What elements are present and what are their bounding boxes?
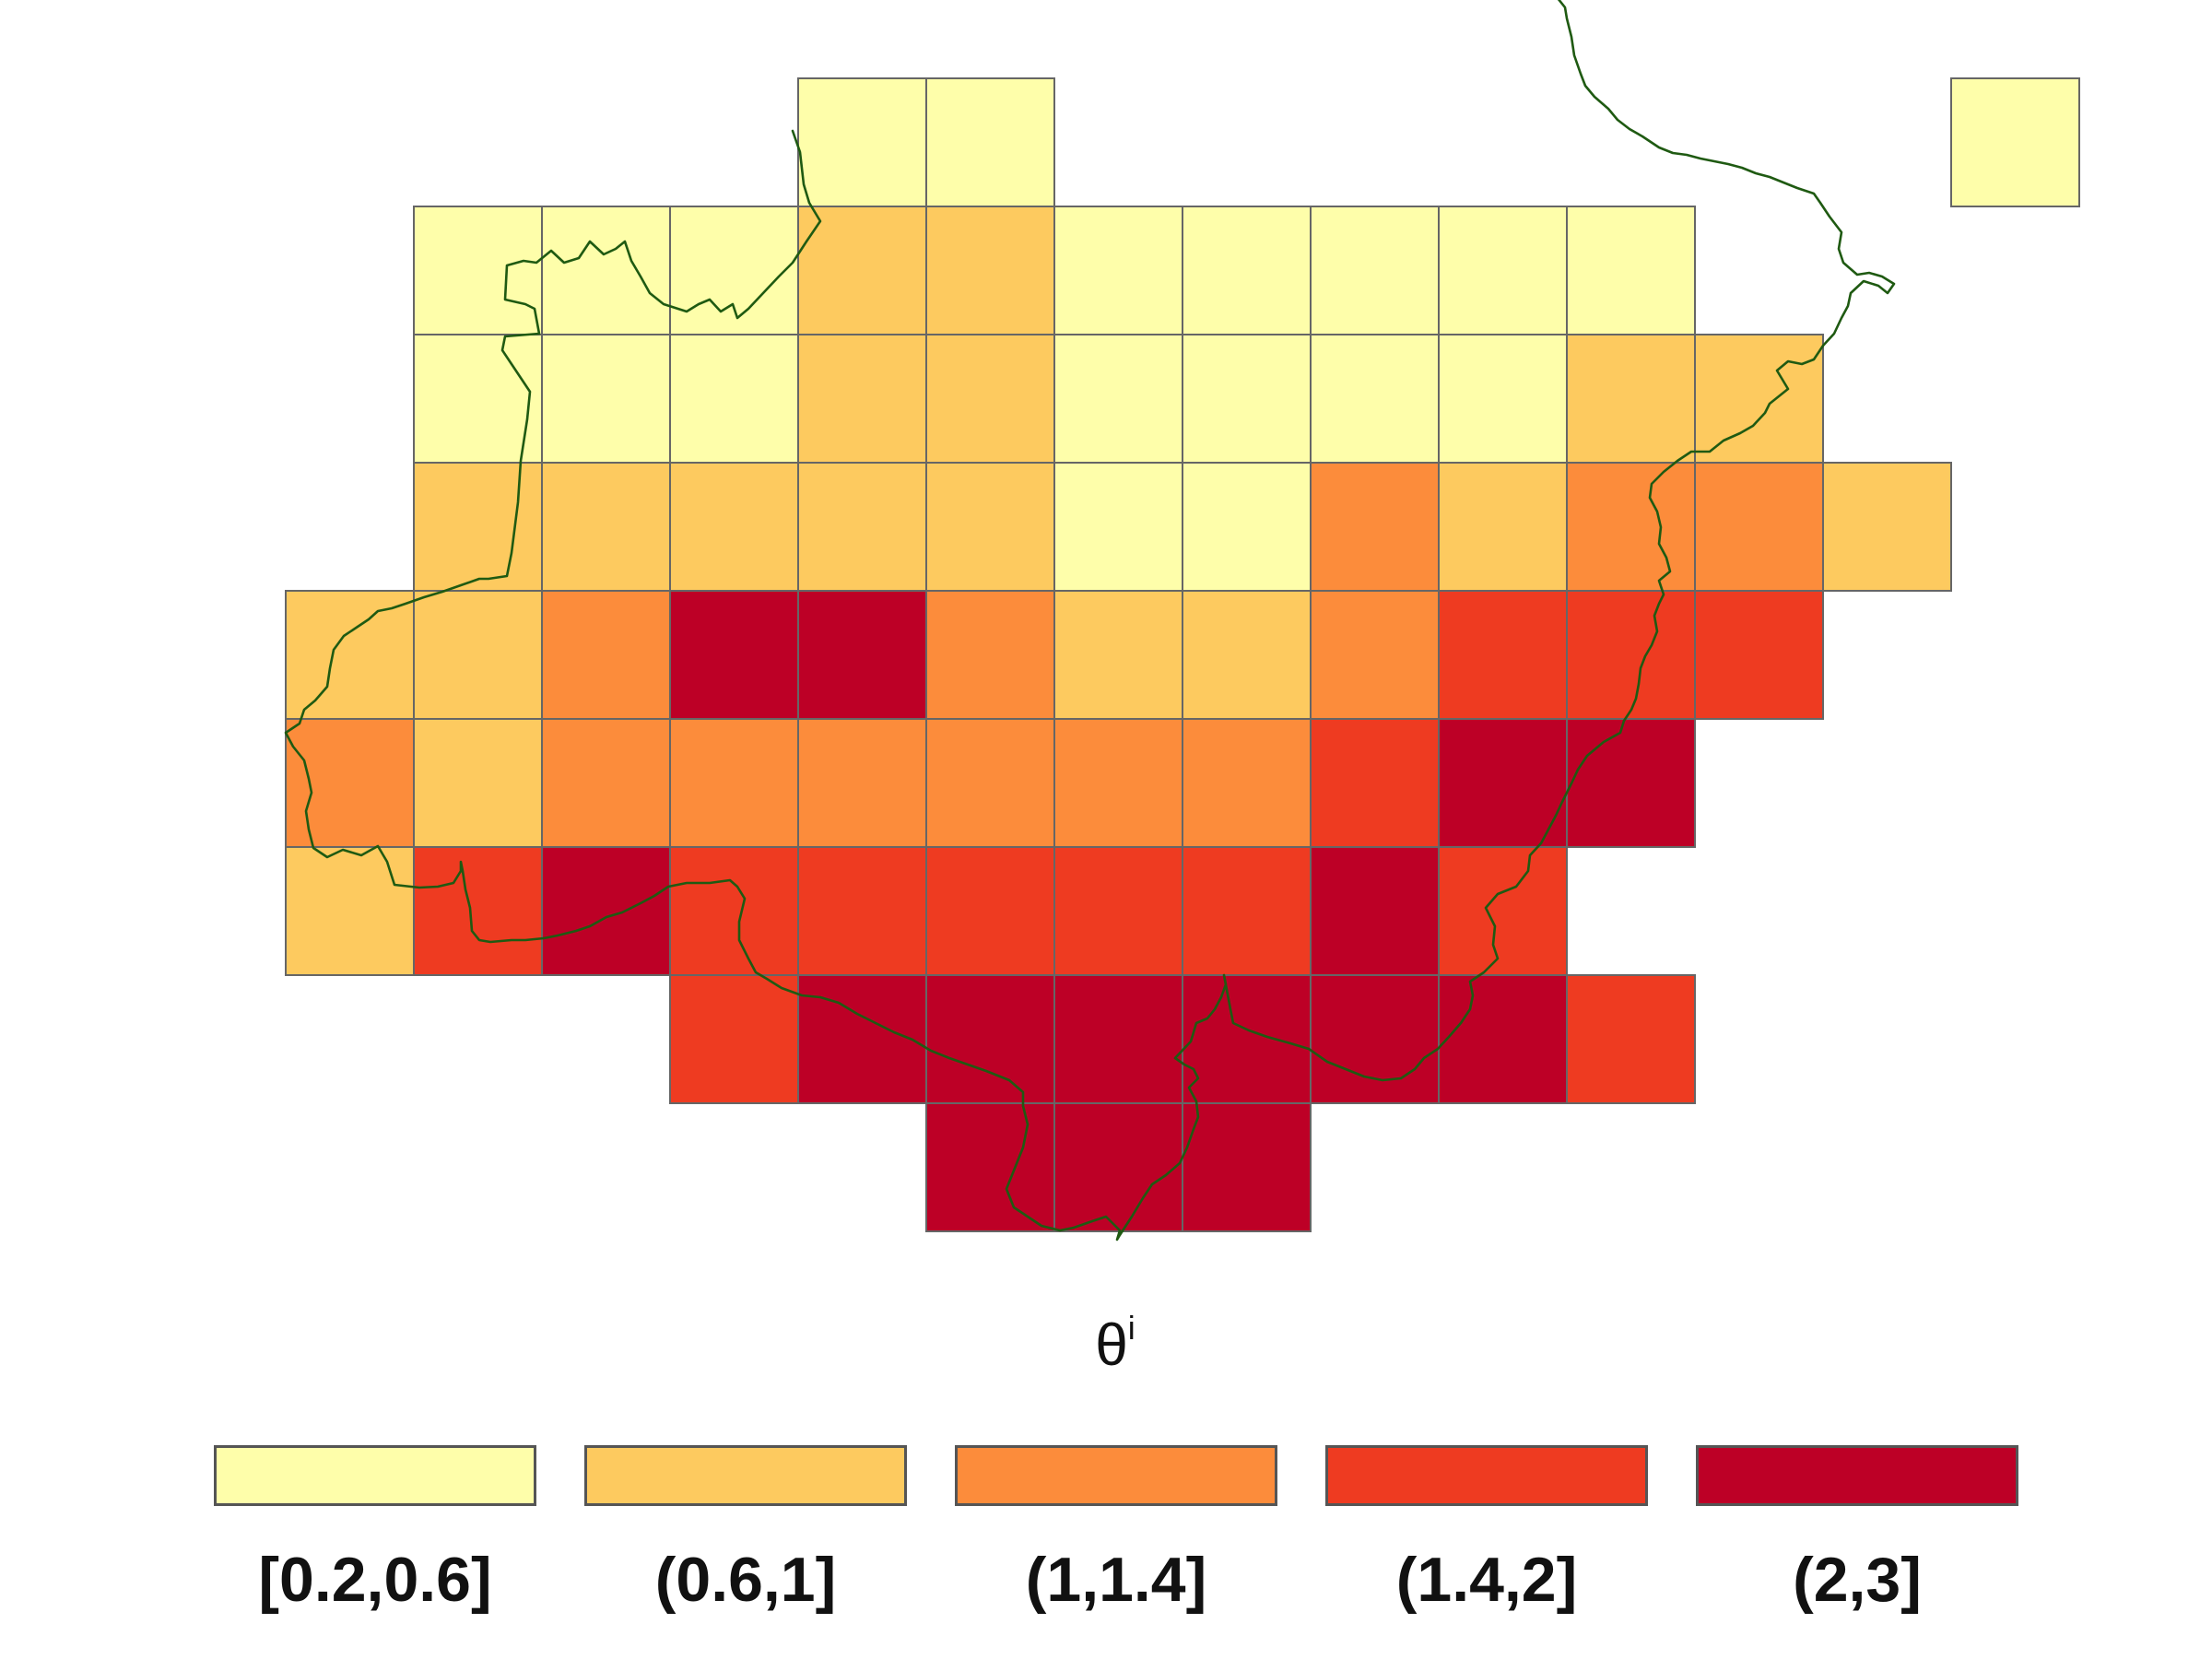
grid-cell-r7-c10 [1566,974,1696,1104]
grid-cell-r7-c5 [925,974,1055,1104]
grid-cell-r6-c3 [669,846,799,976]
grid-cell-r7-c7 [1182,974,1312,1104]
grid-cell-r4-c5 [925,590,1055,720]
grid-cell-r5-c7 [1182,718,1312,848]
grid-cell-r2-c5 [925,334,1055,464]
grid-cell-r2-c10 [1566,334,1696,464]
grid-cell-r5-c6 [1053,718,1183,848]
grid-cell-r5-c4 [797,718,927,848]
grid-cell-r3-c7 [1182,462,1312,592]
grid-cell-r2-c6 [1053,334,1183,464]
legend-item-4-swatch [1696,1445,2018,1506]
grid-cell-r3-c10 [1566,462,1696,592]
legend-title: θi [1095,1309,1135,1378]
grid-cell-r5-c5 [925,718,1055,848]
legend-item-1-swatch [584,1445,907,1506]
grid-cell-r1-c1 [413,206,543,335]
legend-item-2-label: (1,1.4] [1025,1545,1207,1615]
legend-item-1-label: (0.6,1] [654,1545,837,1615]
grid-cell-r5-c2 [541,718,671,848]
grid-cell-r6-c2 [541,846,671,976]
grid-cell-r5-c9 [1438,718,1568,848]
grid-cell-r1-c5 [925,206,1055,335]
grid-cell-r6-c1 [413,846,543,976]
grid-cell-r7-c3 [669,974,799,1104]
grid-cell-r3-c2 [541,462,671,592]
grid-cell-r6-c4 [797,846,927,976]
grid-cell-r1-c4 [797,206,927,335]
grid-cell-r6-c9 [1438,846,1568,976]
grid-cell-r4-c8 [1310,590,1440,720]
grid-cell-r2-c3 [669,334,799,464]
grid-cell-r1-c2 [541,206,671,335]
grid-cell-r4-c11 [1694,590,1824,720]
grid-cell-r1-c8 [1310,206,1440,335]
grid-cell-r5-c8 [1310,718,1440,848]
grid-cell-r6-c5 [925,846,1055,976]
grid-cell-r2-c1 [413,334,543,464]
legend-item-0-label: [0.2,0.6] [258,1545,492,1615]
grid-cell-r4-c10 [1566,590,1696,720]
grid-cell-r1-c3 [669,206,799,335]
grid-cell-r7-c8 [1310,974,1440,1104]
grid-cell-r7-c9 [1438,974,1568,1104]
grid-cell-r3-c11 [1694,462,1824,592]
grid-cell-r7-c6 [1053,974,1183,1104]
legend-item-3-label: (1.4,2] [1395,1545,1578,1615]
grid-cell-r2-c2 [541,334,671,464]
legend-item-3-swatch [1325,1445,1648,1506]
grid-cell-r2-c7 [1182,334,1312,464]
legend-item-4-label: (2,3] [1793,1545,1922,1615]
grid-cell-r5-c1 [413,718,543,848]
grid-cell-r3-c4 [797,462,927,592]
grid-cell-r3-c5 [925,462,1055,592]
grid-cell-r2-c9 [1438,334,1568,464]
grid-cell-r8-c7 [1182,1102,1312,1232]
grid-cell-r3-c12 [1822,462,1952,592]
grid-cell-r1-c6 [1053,206,1183,335]
grid-cell-r4-c6 [1053,590,1183,720]
legend-item-2-swatch [955,1445,1277,1506]
grid-cell-r5-c0 [285,718,415,848]
grid-cell-r2-c4 [797,334,927,464]
grid-cell-r4-c3 [669,590,799,720]
grid-cell-r4-c1 [413,590,543,720]
grid-cell-r1-c10 [1566,206,1696,335]
legend-item-0-swatch [214,1445,536,1506]
grid-cell-r6-c7 [1182,846,1312,976]
grid-cell-r7-c4 [797,974,927,1104]
region-boundary [284,0,1896,1241]
grid-cell-r6-c0 [285,846,415,976]
grid-cells [285,77,2080,1232]
grid-cell-r5-c3 [669,718,799,848]
grid-cell-r2-c11 [1694,334,1824,464]
grid-cell-r6-c6 [1053,846,1183,976]
grid-cell-r4-c2 [541,590,671,720]
grid-cell-r8-c6 [1053,1102,1183,1232]
grid-cell-r4-c7 [1182,590,1312,720]
grid-cell-r3-c6 [1053,462,1183,592]
grid-cell-r8-c5 [925,1102,1055,1232]
grid-cell-r3-c8 [1310,462,1440,592]
grid-cell-r2-c8 [1310,334,1440,464]
grid-cell-r0-c5 [925,77,1055,207]
grid-cell-r0-c4 [797,77,927,207]
grid-cell-r1-c9 [1438,206,1568,335]
grid-cell-r3-c9 [1438,462,1568,592]
grid-cell-r6-c8 [1310,846,1440,976]
grid-cell-r4-c0 [285,590,415,720]
grid-cell-r3-c1 [413,462,543,592]
grid-cell-r1-c7 [1182,206,1312,335]
grid-cell-r0-c13 [1950,77,2080,207]
grid-cell-r4-c9 [1438,590,1568,720]
grid-cell-r4-c4 [797,590,927,720]
grid-cell-r3-c3 [669,462,799,592]
grid-cell-r5-c10 [1566,718,1696,848]
